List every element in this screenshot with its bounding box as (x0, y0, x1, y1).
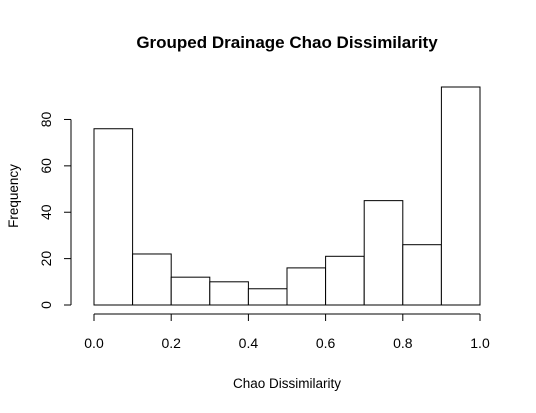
x-axis: 0.0 0.2 0.4 0.6 0.8 1.0 (84, 313, 490, 351)
y-tick-label: 60 (38, 158, 54, 174)
x-axis-label: Chao Dissimilarity (233, 376, 341, 391)
histogram-bar (209, 281, 249, 306)
x-tick-label: 0.6 (316, 335, 336, 351)
histogram-bar (440, 86, 481, 306)
x-tick-label: 0.8 (393, 335, 413, 351)
y-tick-label: 20 (38, 251, 54, 267)
histogram-bar (286, 267, 327, 306)
histogram-bars (93, 86, 481, 306)
y-tick-label: 0 (38, 301, 54, 309)
x-tick-label: 0.4 (239, 335, 259, 351)
histogram-bar (402, 244, 442, 306)
y-tick-label: 80 (38, 111, 54, 127)
histogram-bar (170, 276, 211, 306)
x-tick-label: 0.2 (161, 335, 181, 351)
histogram-bar (363, 200, 404, 306)
chart-title: Grouped Drainage Chao Dissimilarity (136, 33, 438, 52)
histogram-bar (132, 253, 172, 306)
y-axis: 0 20 40 60 80 (38, 111, 72, 309)
x-tick-label: 1.0 (470, 335, 490, 351)
y-tick-label: 40 (38, 204, 54, 220)
histogram-bar (93, 128, 134, 306)
histogram-bar (247, 288, 288, 306)
x-tick-label: 0.0 (84, 335, 104, 351)
y-axis-label: Frequency (6, 164, 21, 228)
histogram-bar (325, 255, 365, 306)
